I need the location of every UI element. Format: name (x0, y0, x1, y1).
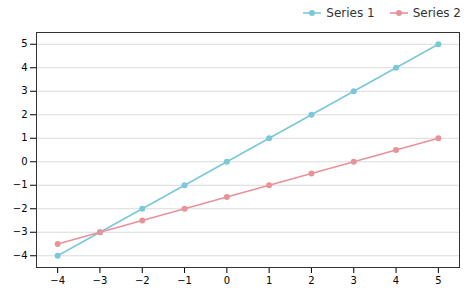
svg-text:0: 0 (224, 275, 230, 286)
svg-text:−1: −1 (177, 275, 192, 286)
svg-text:−4: −4 (13, 250, 28, 261)
svg-text:−3: −3 (13, 226, 28, 237)
html-text:Series 1: Series 1 (326, 6, 375, 20)
svg-text:4: 4 (393, 275, 399, 286)
svg-text:4: 4 (21, 62, 27, 73)
svg-text:5: 5 (21, 38, 27, 49)
svg-text:−2: −2 (13, 203, 28, 214)
svg-text:−2: −2 (135, 275, 150, 286)
svg-text:2: 2 (308, 275, 314, 286)
svg-text:2: 2 (21, 109, 27, 120)
html-text:Series 2: Series 2 (412, 6, 461, 20)
svg-text:1: 1 (266, 275, 272, 286)
svg-text:−3: −3 (93, 275, 108, 286)
svg-text:0: 0 (21, 156, 27, 167)
svg-text:3: 3 (21, 85, 27, 96)
svg-text:3: 3 (351, 275, 357, 286)
svg-text:5: 5 (435, 275, 441, 286)
svg-text:−1: −1 (13, 179, 28, 190)
svg-text:1: 1 (21, 132, 27, 143)
svg-text:−4: −4 (50, 275, 65, 286)
